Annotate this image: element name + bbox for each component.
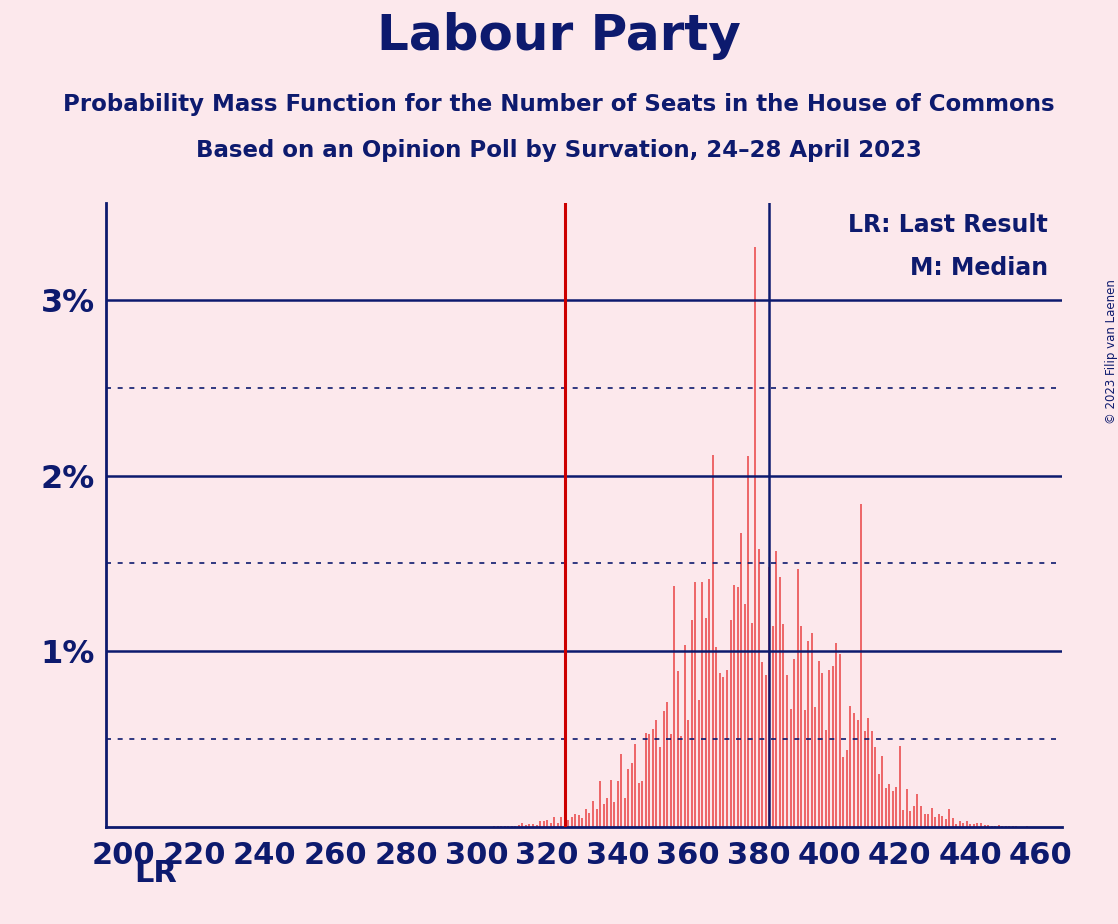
Text: LR: Last Result: LR: Last Result — [849, 213, 1048, 237]
Text: M: Median: M: Median — [910, 256, 1048, 280]
Text: Labour Party: Labour Party — [377, 12, 741, 60]
Text: Probability Mass Function for the Number of Seats in the House of Commons: Probability Mass Function for the Number… — [64, 92, 1054, 116]
Text: Based on an Opinion Poll by Survation, 24–28 April 2023: Based on an Opinion Poll by Survation, 2… — [196, 139, 922, 162]
Text: LR: LR — [134, 858, 178, 888]
Text: © 2023 Filip van Laenen: © 2023 Filip van Laenen — [1105, 279, 1118, 423]
